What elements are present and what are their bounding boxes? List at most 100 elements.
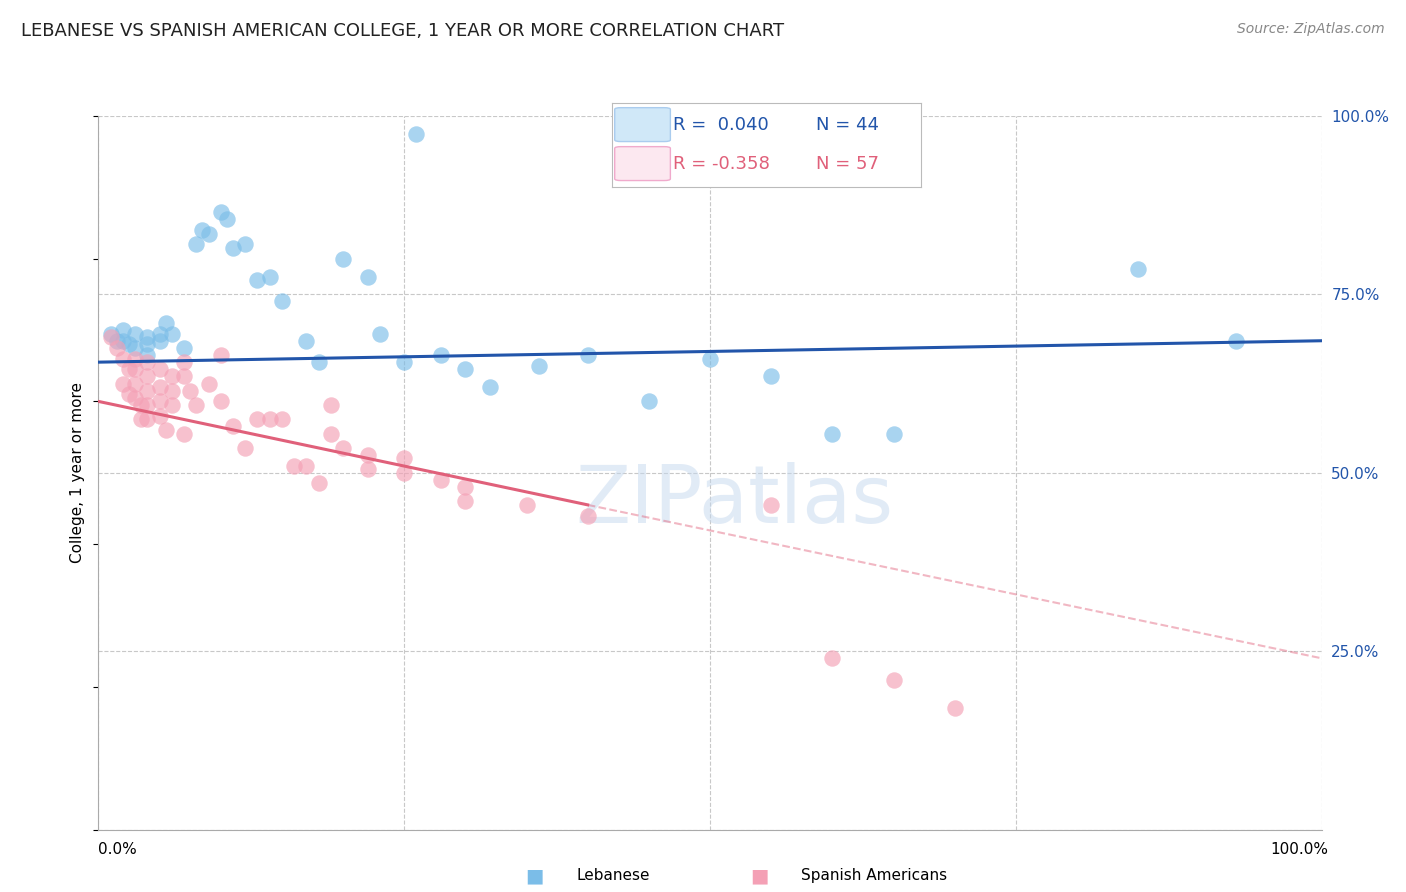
Text: Source: ZipAtlas.com: Source: ZipAtlas.com — [1237, 22, 1385, 37]
Point — [160, 369, 183, 384]
Text: N = 57: N = 57 — [815, 154, 879, 172]
FancyBboxPatch shape — [614, 108, 671, 142]
Point — [149, 362, 172, 376]
FancyBboxPatch shape — [614, 146, 671, 180]
Point — [149, 380, 172, 394]
Point — [136, 330, 159, 344]
Point — [155, 423, 177, 437]
Point — [821, 651, 844, 665]
Point — [430, 348, 453, 362]
Text: ■: ■ — [524, 866, 544, 886]
Point — [308, 476, 330, 491]
Point — [186, 237, 208, 252]
Point — [118, 387, 141, 401]
Point — [173, 355, 195, 369]
Point — [454, 362, 477, 376]
Point — [149, 409, 172, 423]
Point — [319, 398, 342, 412]
Point — [118, 337, 141, 351]
Point — [197, 376, 219, 391]
Point — [111, 376, 134, 391]
Text: N = 44: N = 44 — [815, 116, 879, 134]
Point — [295, 458, 318, 473]
Point — [319, 426, 342, 441]
Point — [638, 394, 661, 409]
Point — [356, 269, 378, 284]
Point — [356, 462, 378, 476]
Point — [160, 326, 183, 341]
Point — [105, 334, 128, 348]
Point — [821, 426, 844, 441]
Point — [209, 205, 232, 219]
Point — [454, 494, 477, 508]
Point — [197, 227, 219, 241]
Point — [883, 673, 905, 687]
Point — [332, 252, 354, 266]
Point — [105, 341, 128, 355]
Text: R = -0.358: R = -0.358 — [673, 154, 770, 172]
Point — [111, 323, 134, 337]
Point — [527, 359, 550, 373]
Point — [332, 441, 354, 455]
Point — [136, 369, 159, 384]
Point — [392, 466, 416, 480]
Point — [943, 701, 966, 715]
Point — [111, 334, 134, 348]
Point — [155, 316, 177, 330]
Point — [136, 348, 159, 362]
Point — [454, 480, 477, 494]
Point — [149, 334, 172, 348]
Point — [246, 412, 269, 426]
Point — [136, 337, 159, 351]
Point — [129, 398, 152, 412]
Point — [160, 384, 183, 398]
Point — [1128, 262, 1150, 277]
Point — [124, 351, 146, 366]
Text: Spanish Americans: Spanish Americans — [801, 869, 948, 883]
Point — [270, 294, 294, 309]
Point — [246, 273, 269, 287]
Point — [368, 326, 391, 341]
Point — [136, 412, 159, 426]
Point — [259, 412, 281, 426]
Point — [222, 241, 245, 255]
Point — [405, 127, 427, 141]
Point — [883, 426, 905, 441]
Point — [761, 498, 783, 512]
Point — [478, 380, 501, 394]
Point — [149, 326, 172, 341]
Point — [149, 394, 172, 409]
Point — [392, 451, 416, 466]
Point — [209, 348, 232, 362]
Point — [173, 341, 195, 355]
Point — [136, 384, 159, 398]
Point — [761, 369, 783, 384]
Point — [124, 341, 146, 355]
Point — [233, 441, 256, 455]
Point — [129, 412, 152, 426]
Point — [136, 355, 159, 369]
Point — [270, 412, 294, 426]
Point — [179, 384, 201, 398]
Point — [515, 498, 537, 512]
Text: ZIPatlas: ZIPatlas — [575, 462, 894, 541]
Point — [576, 348, 599, 362]
Point — [699, 351, 721, 366]
Point — [259, 269, 281, 284]
Text: 100.0%: 100.0% — [1271, 842, 1329, 856]
Point — [215, 212, 238, 227]
Point — [100, 330, 122, 344]
Point — [209, 394, 232, 409]
Point — [283, 458, 305, 473]
Point — [136, 398, 159, 412]
Point — [100, 326, 122, 341]
Point — [124, 376, 146, 391]
Point — [124, 362, 146, 376]
Point — [356, 448, 378, 462]
Point — [222, 419, 245, 434]
Text: R =  0.040: R = 0.040 — [673, 116, 769, 134]
Point — [173, 369, 195, 384]
Point — [576, 508, 599, 523]
Point — [392, 355, 416, 369]
Point — [191, 223, 214, 237]
